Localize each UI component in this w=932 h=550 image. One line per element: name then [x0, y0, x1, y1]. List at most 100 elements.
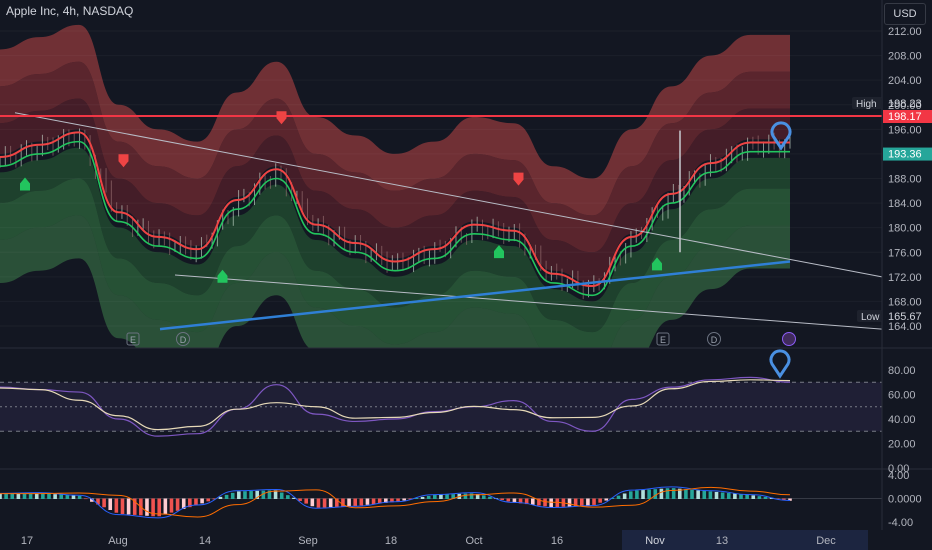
macd-bar [65, 494, 70, 499]
currency-button[interactable]: USD [884, 3, 926, 25]
macd-bar [543, 498, 547, 507]
macd-bar [518, 498, 523, 504]
macd-tick-label: 4.00 [888, 470, 909, 482]
macd-bar [71, 495, 76, 499]
macd-bar [647, 489, 651, 499]
macd-bar [16, 493, 21, 499]
band-red-middle [0, 61, 790, 253]
rsi-tick-label: 80.00 [888, 365, 916, 377]
high-value: 198.23 [888, 98, 922, 110]
macd-bar [347, 498, 351, 507]
macd-bar [237, 491, 241, 499]
macd-bar [757, 496, 762, 499]
envelope-bands [0, 24, 790, 348]
time-label: 13 [716, 535, 728, 547]
macd-bar [586, 498, 590, 506]
sell-marker [513, 172, 524, 186]
macd-bar [481, 495, 486, 499]
macd-bar [714, 491, 719, 499]
high-tag-label: High [856, 99, 877, 110]
macd-bar [316, 498, 321, 508]
dividend-circle [707, 332, 721, 346]
macd-bar [0, 493, 2, 499]
macd-bar [47, 493, 51, 499]
macd-bar [671, 488, 676, 499]
fast-line [0, 140, 790, 297]
macd-tick-label: -4.00 [888, 517, 913, 529]
price-tick-label: 168.00 [888, 296, 922, 308]
macd-bar [690, 489, 694, 499]
macd-tick-label: 0.0000 [888, 494, 922, 506]
macd-bar [157, 498, 162, 517]
time-label: 16 [551, 535, 563, 547]
band-red-outer [0, 24, 790, 216]
price-tick-label: 208.00 [888, 51, 922, 63]
price-tick-label: 164.00 [888, 321, 922, 333]
macd-bar [500, 498, 504, 500]
macd-bar [567, 498, 572, 507]
macd-bar [310, 498, 315, 507]
sell-marker [276, 111, 287, 125]
macd-bar [384, 498, 388, 503]
macd-bar [194, 498, 198, 506]
macd-bar [782, 498, 786, 500]
macd-bar [359, 498, 364, 506]
macd-bar [298, 498, 302, 501]
macd-bar [390, 498, 394, 503]
macd-bar [371, 498, 376, 505]
location-pin-icon [770, 121, 792, 151]
macd-bar [335, 498, 339, 507]
macd-bar [733, 493, 737, 499]
macd-bar [433, 494, 437, 499]
macd-bar [751, 495, 756, 499]
price-tick-label: 212.00 [888, 26, 922, 38]
macd-bar [53, 494, 57, 499]
high-tag-bg [852, 97, 882, 109]
low-tag-label: Low [861, 312, 880, 323]
macd-bar [604, 498, 609, 501]
macd-bar [684, 489, 688, 499]
macd-bar [635, 490, 639, 499]
macd-bar [261, 490, 266, 499]
time-label: Sep [298, 535, 318, 547]
rsi-tick-label: 40.00 [888, 414, 916, 426]
macd-bar [396, 498, 400, 502]
macd-bar [279, 492, 284, 499]
last-price-value: 193.36 [888, 149, 922, 161]
macd-bar [102, 498, 106, 508]
buy-marker [652, 257, 662, 271]
macd-bar [720, 492, 725, 499]
dividend-badge: D [707, 332, 721, 346]
macd-bar [775, 498, 780, 500]
trendline-upper [14, 112, 883, 278]
macd-bar [126, 498, 131, 515]
macd-bar [255, 490, 260, 499]
macd-bar [4, 493, 8, 499]
earnings-badge: E [126, 332, 140, 346]
chart-title: Apple Inc, 4h, NASDAQ [6, 4, 134, 18]
macd-bar [328, 498, 333, 508]
macd-bar [702, 490, 707, 499]
buy-marker [217, 269, 228, 283]
macd-bar [224, 494, 229, 499]
price-grid [0, 30, 882, 327]
macd-bar [243, 491, 247, 499]
macd-bar [579, 498, 584, 506]
band-green-inner [0, 147, 790, 333]
macd-bar [96, 498, 100, 505]
price-tick-label: 188.00 [888, 174, 922, 186]
macd-bar [573, 498, 578, 507]
macd-bar [273, 490, 278, 499]
time-label: Nov [645, 535, 665, 547]
macd-bar [34, 493, 39, 499]
trendline-lower [174, 274, 883, 330]
macd-bar [628, 491, 633, 499]
macd-bar [83, 498, 88, 500]
macd-bar [653, 489, 658, 499]
macd-bar [745, 494, 749, 499]
macd-bar [120, 498, 125, 514]
macd-bar [469, 493, 474, 499]
macd-bar [475, 494, 480, 499]
